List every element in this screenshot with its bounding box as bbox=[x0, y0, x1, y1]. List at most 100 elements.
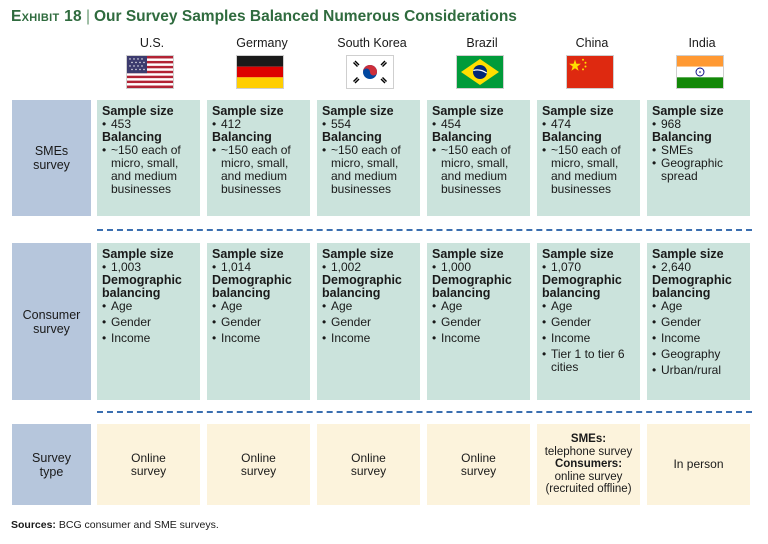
sample-size-heading: Sample size bbox=[432, 104, 504, 118]
sme-cell-china: Sample size • 474 Balancing • ~150 each of… bbox=[537, 100, 640, 216]
consumer-size-india: 2,640 bbox=[661, 260, 692, 274]
consumer-size-brazil: 1,000 bbox=[441, 260, 472, 274]
consumer-cell-china: Sample size • 1,070 Demographic balancing… bbox=[537, 243, 640, 400]
consumer-cell-india: Sample size • 2,640 Demographic balancing… bbox=[647, 243, 750, 400]
type-cell-germany: Online survey bbox=[207, 424, 310, 505]
country-south-korea: South Korea bbox=[337, 36, 407, 50]
china-sme-type-label: SMEs: bbox=[570, 433, 607, 446]
sources-text: BCG consumer and SME surveys. bbox=[58, 519, 219, 531]
list-item: Age bbox=[661, 299, 683, 313]
list-item: Age bbox=[221, 299, 243, 313]
list-item: Age bbox=[111, 299, 133, 313]
type-cell-south-korea: Online survey bbox=[317, 424, 420, 505]
sample-size-heading: Sample size bbox=[102, 104, 174, 118]
title-separator: | bbox=[85, 8, 90, 25]
type-cell-china: SMEs: telephone survey Consumers: online… bbox=[537, 424, 640, 505]
consumer-cell-south-korea: Sample size • 1,002 Demographic balancing… bbox=[317, 243, 420, 400]
type-cell-india: In person bbox=[647, 424, 750, 505]
sme-balancing-brazil: ~150 each of micro, small, and medium bu… bbox=[441, 143, 511, 196]
list-item: Income bbox=[551, 331, 591, 345]
consumer-size-china: 1,070 bbox=[551, 260, 582, 274]
sample-size-heading: Sample size bbox=[652, 104, 724, 118]
sme-cell-us: Sample size • 453 Balancing • ~150 each of… bbox=[97, 100, 200, 216]
row-divider bbox=[97, 229, 752, 231]
demographic-heading: Demographic balancing bbox=[542, 273, 622, 300]
list-item: Income bbox=[221, 331, 261, 345]
sme-cell-brazil: Sample size • 454 Balancing • ~150 each of… bbox=[427, 100, 530, 216]
sample-size-heading: Sample size bbox=[212, 104, 284, 118]
list-item: Income bbox=[331, 331, 371, 345]
sme-balancing-india-2: Geographic spread bbox=[661, 156, 724, 183]
demographic-heading: Demographic balancing bbox=[432, 273, 512, 300]
demographic-heading: Demographic balancing bbox=[322, 273, 402, 300]
type-cell-us: Online survey bbox=[97, 424, 200, 505]
type-cell-brazil: Online survey bbox=[427, 424, 530, 505]
consumer-cell-germany: Sample size • 1,014 Demographic balancing… bbox=[207, 243, 310, 400]
sample-size-heading: Sample size bbox=[102, 247, 174, 261]
row-divider bbox=[97, 411, 752, 413]
consumer-size-us: 1,003 bbox=[111, 260, 142, 274]
balancing-heading: Balancing bbox=[212, 130, 272, 144]
sme-size-india: 968 bbox=[661, 117, 682, 131]
balancing-heading: Balancing bbox=[102, 130, 162, 144]
list-item: Age bbox=[551, 299, 573, 313]
balancing-heading: Balancing bbox=[652, 130, 712, 144]
demographic-heading: Demographic balancing bbox=[652, 273, 732, 300]
sample-size-heading: Sample size bbox=[322, 104, 394, 118]
china-consumer-type-value: online survey (recruited offline) bbox=[545, 470, 632, 496]
list-item: Gender bbox=[221, 315, 262, 329]
balancing-heading: Balancing bbox=[542, 130, 602, 144]
list-item: Age bbox=[331, 299, 353, 313]
demographic-heading: Demographic balancing bbox=[212, 273, 292, 300]
title-text: Our Survey Samples Balanced Numerous Con… bbox=[93, 8, 517, 25]
sources-label: Sources: bbox=[11, 519, 56, 531]
row-label-consumer-text: Consumer survey bbox=[22, 307, 81, 336]
sme-balancing-germany: ~150 each of micro, small, and medium bu… bbox=[221, 143, 291, 196]
list-item: Gender bbox=[111, 315, 152, 329]
sample-size-heading: Sample size bbox=[542, 247, 614, 261]
brazil-flag-icon bbox=[457, 56, 503, 88]
country-brazil: Brazil bbox=[466, 36, 498, 50]
balancing-heading: Balancing bbox=[322, 130, 382, 144]
china-flag-icon bbox=[567, 56, 613, 88]
list-item: Gender bbox=[661, 315, 702, 329]
sme-size-us: 453 bbox=[111, 117, 132, 131]
sample-size-heading: Sample size bbox=[652, 247, 724, 261]
sme-cell-india: Sample size • 968 Balancing • SMEs • Geogra… bbox=[647, 100, 750, 216]
survey-type-india: In person bbox=[673, 457, 724, 471]
list-item: Urban/rural bbox=[661, 363, 722, 377]
row-label-sme-text: SMEs survey bbox=[33, 144, 70, 172]
balancing-heading: Balancing bbox=[432, 130, 492, 144]
list-item: Income bbox=[441, 331, 481, 345]
us-flag-icon bbox=[127, 56, 173, 88]
row-label-consumer: Consumer survey bbox=[12, 243, 91, 400]
consumer-size-germany: 1,014 bbox=[221, 260, 252, 274]
germany-flag-icon bbox=[237, 56, 283, 88]
sme-balancing-us: ~150 each of micro, small, and medium bu… bbox=[111, 143, 181, 196]
sme-balancing-china: ~150 each of micro, small, and medium bu… bbox=[551, 143, 621, 196]
consumer-cell-us: Sample size • 1,003 Demographic balancing… bbox=[97, 243, 200, 400]
sample-size-heading: Sample size bbox=[322, 247, 394, 261]
list-item: Age bbox=[441, 299, 463, 313]
china-sme-type-value: telephone survey bbox=[544, 445, 633, 458]
sme-size-china: 474 bbox=[551, 117, 572, 131]
sources-note: Sources: BCG consumer and SME surveys. bbox=[11, 519, 219, 531]
survey-type-germany: Online survey bbox=[240, 450, 277, 478]
list-item: Income bbox=[111, 331, 151, 345]
country-china: China bbox=[575, 36, 609, 50]
sample-size-heading: Sample size bbox=[432, 247, 504, 261]
sample-size-heading: Sample size bbox=[212, 247, 284, 261]
list-item: Tier 1 to tier 6 cities bbox=[551, 347, 625, 374]
sme-balancing-india-1: SMEs bbox=[661, 143, 694, 157]
row-label-type: Survey type bbox=[12, 424, 91, 505]
sample-size-heading: Sample size bbox=[542, 104, 614, 118]
list-item: Gender bbox=[441, 315, 482, 329]
exhibit-number: Exhibit 18 bbox=[11, 8, 82, 25]
sme-cell-south-korea: Sample size • 554 Balancing • ~150 each of… bbox=[317, 100, 420, 216]
sme-size-brazil: 454 bbox=[441, 117, 462, 131]
survey-type-us: Online survey bbox=[130, 450, 167, 478]
list-item: Gender bbox=[331, 315, 372, 329]
list-item: Geography bbox=[661, 347, 721, 361]
sme-cell-germany: Sample size • 412 Balancing • ~150 each of… bbox=[207, 100, 310, 216]
country-india: India bbox=[688, 36, 716, 50]
